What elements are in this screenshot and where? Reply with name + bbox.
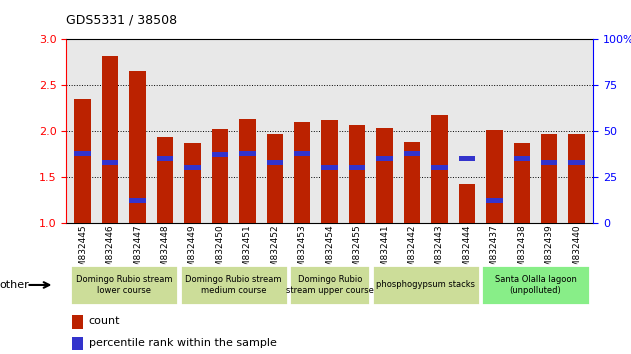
Bar — [404, 142, 420, 223]
Bar — [514, 156, 530, 161]
Bar — [486, 130, 502, 223]
Bar — [129, 198, 146, 204]
Bar — [459, 184, 475, 223]
FancyBboxPatch shape — [70, 266, 178, 304]
Bar — [266, 160, 283, 165]
Text: percentile rank within the sample: percentile rank within the sample — [88, 338, 276, 348]
Bar — [349, 125, 365, 223]
Bar — [404, 150, 420, 156]
Text: phosphogypsum stacks: phosphogypsum stacks — [376, 280, 475, 290]
Bar — [184, 165, 201, 170]
Bar — [71, 337, 83, 350]
Bar — [431, 115, 448, 223]
Bar — [294, 122, 310, 223]
Bar — [486, 198, 502, 204]
Bar — [239, 150, 256, 156]
FancyBboxPatch shape — [481, 266, 589, 304]
Text: Domingo Rubio
stream upper course: Domingo Rubio stream upper course — [286, 275, 374, 295]
Bar — [541, 134, 557, 223]
Bar — [321, 120, 338, 223]
FancyBboxPatch shape — [290, 266, 370, 304]
Bar — [349, 165, 365, 170]
Bar — [157, 137, 174, 223]
Bar — [459, 156, 475, 161]
Bar — [541, 160, 557, 165]
FancyBboxPatch shape — [372, 266, 480, 304]
Text: Domingo Rubio stream
lower course: Domingo Rubio stream lower course — [76, 275, 172, 295]
Bar — [102, 56, 119, 223]
Bar — [431, 165, 448, 170]
Bar — [157, 156, 174, 161]
Bar — [184, 143, 201, 223]
Bar — [321, 165, 338, 170]
Text: other: other — [0, 280, 30, 290]
Bar — [569, 134, 585, 223]
Bar — [514, 143, 530, 223]
Bar — [71, 315, 83, 329]
Bar — [569, 160, 585, 165]
Text: Santa Olalla lagoon
(unpolluted): Santa Olalla lagoon (unpolluted) — [495, 275, 577, 295]
Bar — [239, 119, 256, 223]
Bar — [211, 129, 228, 223]
Bar — [102, 160, 119, 165]
Bar — [294, 150, 310, 156]
Text: GDS5331 / 38508: GDS5331 / 38508 — [66, 13, 177, 27]
Bar — [74, 150, 91, 156]
Bar — [376, 128, 393, 223]
Bar — [266, 134, 283, 223]
Bar — [74, 99, 91, 223]
Bar — [129, 71, 146, 223]
Text: count: count — [88, 316, 120, 326]
Bar — [376, 156, 393, 161]
Text: Domingo Rubio stream
medium course: Domingo Rubio stream medium course — [186, 275, 282, 295]
Bar — [211, 152, 228, 158]
FancyBboxPatch shape — [180, 266, 288, 304]
